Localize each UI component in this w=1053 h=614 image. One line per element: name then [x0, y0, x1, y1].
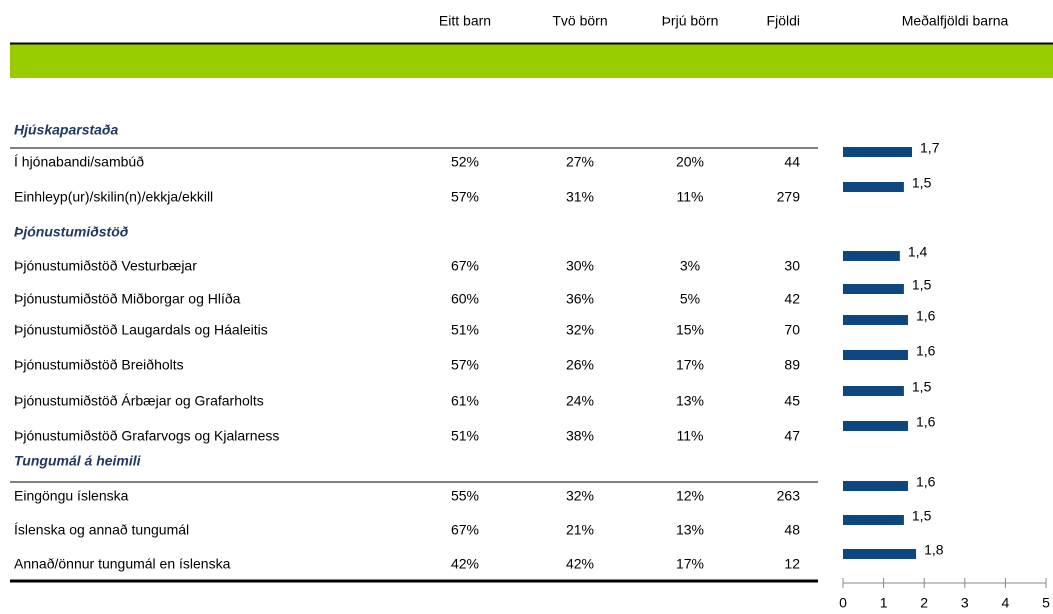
column-header: Þrjú börn [662, 13, 719, 29]
cell: 57% [451, 189, 479, 205]
cell: 70 [784, 322, 800, 338]
cell: 20% [676, 154, 704, 170]
cell: 51% [451, 428, 479, 444]
cell: 12% [676, 488, 704, 504]
cell: 21% [566, 522, 594, 538]
row-label: Þjónustumiðstöð Miðborgar og Hlíða [14, 291, 241, 307]
bar [843, 481, 908, 491]
cell: 52% [451, 154, 479, 170]
section-title: Hjúskaparstaða [14, 122, 118, 138]
cell: 42% [566, 556, 594, 572]
cell: 13% [676, 522, 704, 538]
bar [843, 421, 908, 431]
cell: 61% [451, 393, 479, 409]
cell: 42% [451, 556, 479, 572]
cell: 67% [451, 258, 479, 274]
cell: 36% [566, 291, 594, 307]
cell: 31% [566, 189, 594, 205]
cell: 47 [784, 428, 800, 444]
row-label: Þjónustumiðstöð Vesturbæjar [14, 258, 197, 274]
bar-label: 1,4 [908, 244, 928, 260]
bar [843, 315, 908, 325]
cell: 30% [566, 258, 594, 274]
cell: 15% [676, 322, 704, 338]
cell: 13% [676, 393, 704, 409]
bar-label: 1,8 [924, 542, 944, 558]
bar [843, 386, 904, 396]
x-tick-label: 3 [961, 595, 969, 611]
cell: 26% [566, 357, 594, 373]
cell: 24% [566, 393, 594, 409]
row-label: Einhleyp(ur)/skilin(n)/ekkja/ekkill [14, 189, 213, 205]
cell: 17% [676, 556, 704, 572]
bar [843, 147, 913, 157]
bar-label: 1,5 [912, 508, 932, 524]
x-tick-label: 0 [839, 595, 847, 611]
bar-label: 1,6 [916, 414, 936, 430]
green-band [10, 44, 1053, 78]
cell: 57% [451, 357, 479, 373]
cell: 30 [784, 258, 800, 274]
cell: 32% [566, 322, 594, 338]
bar-label: 1,6 [916, 474, 936, 490]
x-tick-label: 4 [1002, 595, 1010, 611]
cell: 44 [784, 154, 800, 170]
bar-label: 1,6 [916, 343, 936, 359]
cell: 12 [784, 556, 800, 572]
cell: 3% [680, 258, 700, 274]
x-tick-label: 1 [880, 595, 888, 611]
cell: 11% [677, 189, 704, 205]
x-tick-label: 2 [920, 595, 928, 611]
bar [843, 350, 908, 360]
row-label: Þjónustumiðstöð Laugardals og Háaleitis [14, 322, 268, 338]
cell: 17% [676, 357, 704, 373]
bar-label: 1,6 [916, 308, 936, 324]
row-label: Í hjónabandi/sambúð [14, 154, 144, 170]
cell: 263 [777, 488, 801, 504]
section-title: Tungumál á heimili [14, 453, 142, 469]
row-label: Annað/önnur tungumál en íslenska [14, 556, 231, 572]
bar [843, 284, 904, 294]
cell: 60% [451, 291, 479, 307]
bar [843, 251, 900, 261]
row-label: Þjónustumiðstöð Árbæjar og Grafarholts [14, 393, 264, 409]
bar-label: 1,7 [920, 140, 940, 156]
bar-label: 1,5 [912, 175, 932, 191]
row-label: Íslenska og annað tungumál [14, 522, 189, 538]
column-header: Fjöldi [767, 13, 800, 29]
cell: 38% [566, 428, 594, 444]
column-header: Tvö börn [552, 13, 607, 29]
cell: 42 [784, 291, 800, 307]
cell: 5% [680, 291, 700, 307]
column-header: Eitt barn [439, 13, 491, 29]
cell: 32% [566, 488, 594, 504]
bar-label: 1,5 [912, 277, 932, 293]
x-tick-label: 5 [1042, 595, 1050, 611]
bar-label: 1,5 [912, 379, 932, 395]
cell: 55% [451, 488, 479, 504]
cell: 48 [784, 522, 800, 538]
column-header: Meðalfjöldi barna [902, 13, 1009, 29]
cell: 51% [451, 322, 479, 338]
cell: 279 [777, 189, 801, 205]
bar [843, 549, 917, 559]
cell: 45 [784, 393, 800, 409]
cell: 89 [784, 357, 800, 373]
cell: 27% [566, 154, 594, 170]
bar [843, 182, 904, 192]
row-label: Þjónustumiðstöð Breiðholts [14, 357, 184, 373]
row-label: Eingöngu íslenska [14, 488, 129, 504]
row-label: Þjónustumiðstöð Grafarvogs og Kjalarness [14, 428, 279, 444]
cell: 11% [677, 428, 704, 444]
cell: 67% [451, 522, 479, 538]
section-title: Þjónustumiðstöð [14, 224, 129, 240]
bar [843, 515, 904, 525]
